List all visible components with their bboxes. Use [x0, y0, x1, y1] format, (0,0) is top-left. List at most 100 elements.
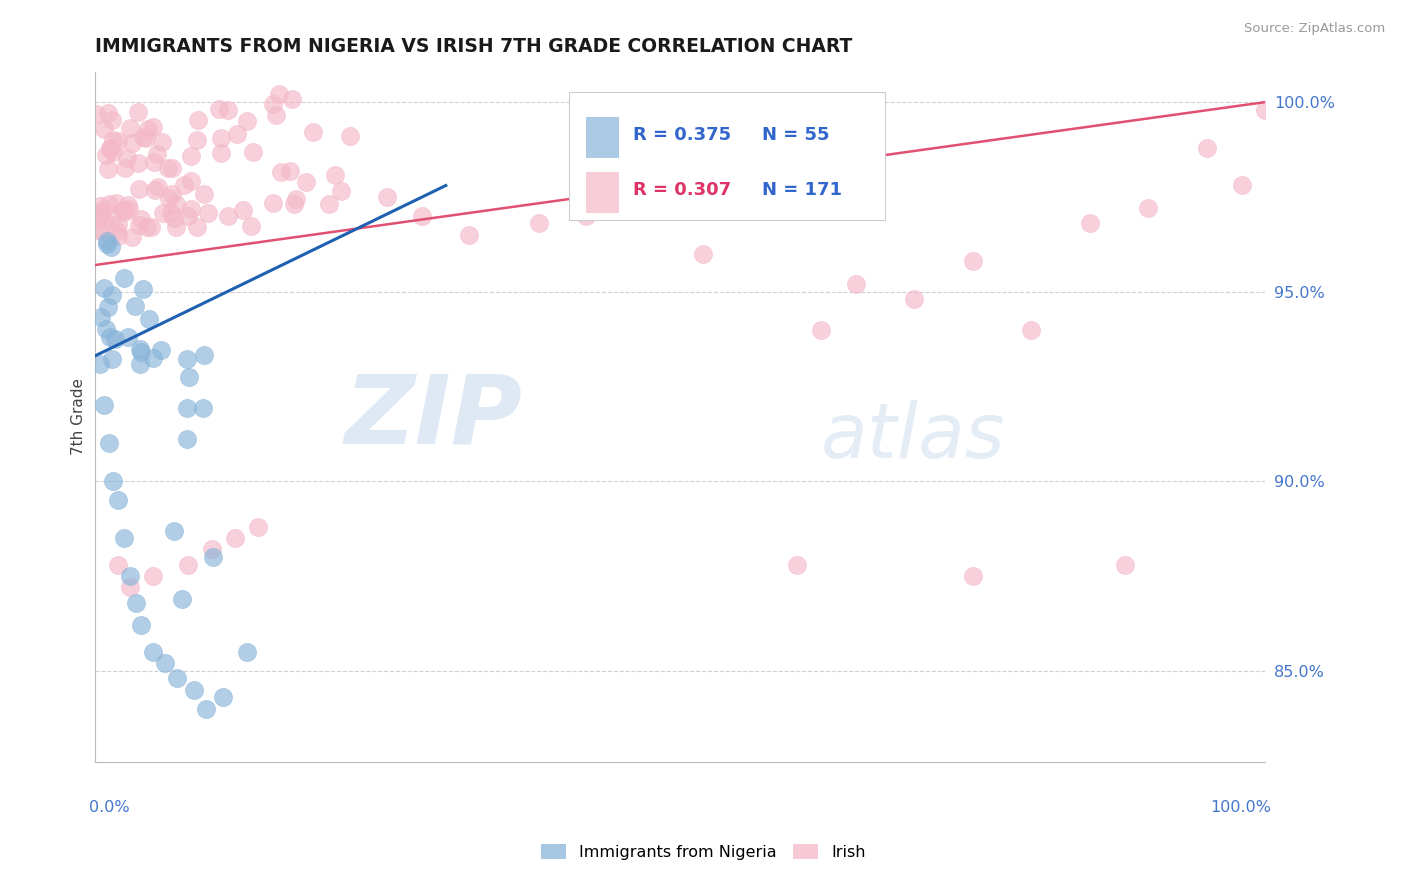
Text: atlas: atlas — [821, 401, 1005, 475]
Point — [575, 209, 598, 223]
Point — [105, 224, 128, 238]
Point — [458, 227, 481, 242]
Point — [247, 519, 270, 533]
Point — [127, 104, 149, 119]
Point — [163, 211, 186, 226]
Point — [267, 87, 290, 102]
Point — [845, 277, 868, 291]
Point — [100, 240, 122, 254]
Bar — [586, 172, 619, 213]
Point — [235, 114, 257, 128]
Point — [1078, 216, 1101, 230]
Point — [96, 322, 118, 336]
Text: ZIP: ZIP — [344, 370, 522, 463]
Point — [339, 129, 361, 144]
Point — [101, 145, 124, 159]
Point — [962, 254, 984, 268]
Point — [121, 136, 143, 150]
Point — [295, 174, 318, 188]
Point — [1114, 558, 1136, 572]
Point — [104, 196, 127, 211]
Point — [177, 369, 200, 384]
Point — [118, 580, 141, 594]
Point — [107, 228, 129, 243]
Point — [278, 164, 301, 178]
Point — [93, 281, 115, 295]
Point — [325, 168, 347, 182]
Point — [89, 223, 111, 237]
Point — [810, 322, 832, 336]
Point — [183, 682, 205, 697]
Point — [142, 120, 165, 134]
Point — [96, 235, 118, 249]
Point — [131, 282, 153, 296]
Point — [191, 401, 214, 416]
Point — [149, 343, 172, 357]
Point — [118, 202, 141, 217]
Point — [187, 113, 209, 128]
Point — [176, 432, 198, 446]
Point — [160, 161, 183, 175]
Point — [270, 165, 292, 179]
Point — [1195, 140, 1218, 154]
Point — [107, 493, 129, 508]
Point — [186, 219, 208, 234]
Text: Source: ZipAtlas.com: Source: ZipAtlas.com — [1244, 22, 1385, 36]
Point — [217, 209, 239, 223]
Point — [94, 148, 117, 162]
Point — [242, 145, 264, 160]
Point — [176, 401, 198, 415]
Point — [1019, 322, 1042, 336]
FancyBboxPatch shape — [569, 93, 884, 220]
Point — [165, 197, 187, 211]
Point — [180, 202, 202, 216]
Point — [100, 330, 122, 344]
Point — [143, 183, 166, 197]
Point — [240, 219, 263, 233]
Point — [411, 209, 433, 223]
Point — [112, 202, 135, 217]
Point — [93, 398, 115, 412]
Point — [903, 292, 925, 306]
Point — [101, 351, 124, 366]
Point — [193, 187, 215, 202]
Text: R = 0.307: R = 0.307 — [633, 181, 731, 200]
Point — [142, 351, 165, 365]
Point — [104, 332, 127, 346]
Point — [107, 217, 129, 231]
Point — [186, 133, 208, 147]
Point — [962, 569, 984, 583]
Point — [163, 524, 186, 538]
Point — [103, 474, 125, 488]
Point — [97, 436, 120, 450]
Point — [129, 211, 152, 226]
Point — [117, 151, 139, 165]
Point — [173, 178, 195, 192]
Point — [262, 96, 284, 111]
Point — [89, 224, 111, 238]
Point — [135, 219, 157, 234]
Point — [103, 133, 125, 147]
Point — [194, 702, 217, 716]
Point — [117, 329, 139, 343]
Point — [226, 127, 249, 141]
Point — [160, 206, 183, 220]
Point — [166, 672, 188, 686]
Point — [201, 549, 224, 564]
Point — [89, 199, 111, 213]
Point — [209, 146, 232, 161]
Point — [264, 108, 287, 122]
Point — [217, 103, 239, 117]
Point — [131, 618, 153, 632]
Point — [262, 195, 284, 210]
Point — [112, 531, 135, 545]
Point — [224, 531, 246, 545]
Point — [1137, 201, 1160, 215]
Point — [129, 357, 152, 371]
Point — [157, 161, 180, 175]
Point — [129, 344, 152, 359]
Point — [152, 206, 174, 220]
Point — [124, 299, 146, 313]
Point — [124, 595, 146, 609]
Text: 100.0%: 100.0% — [1211, 800, 1271, 814]
